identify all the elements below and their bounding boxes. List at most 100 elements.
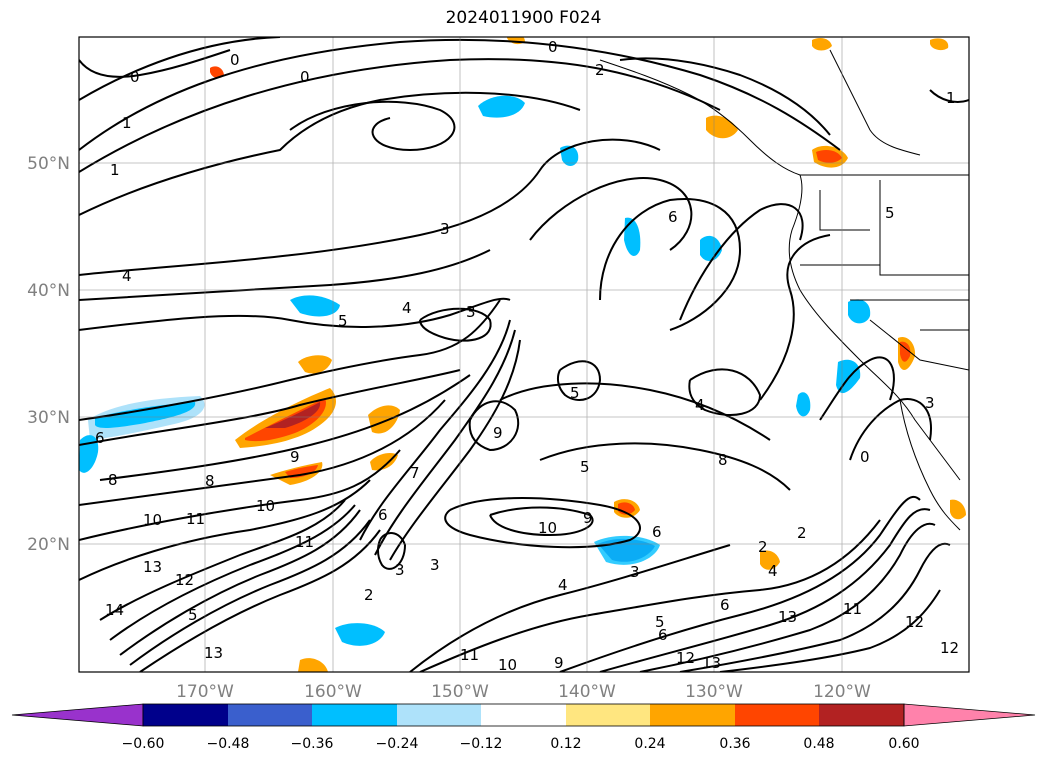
contour-label: 4 [402,299,412,317]
contour-line [79,249,491,301]
contour-label: 11 [186,510,205,528]
contour-label: 12 [905,613,924,631]
colorbar-tick: 0.24 [634,736,665,752]
contour-line [679,203,804,321]
contour-label: 6 [95,429,105,447]
lat-label: 50°N [27,154,70,174]
shade-patch [370,452,398,471]
contour-line [79,138,661,276]
contour-line [389,339,521,561]
contour-label: 13 [204,644,223,662]
lon-axis: 170°W 160°W 150°W 140°W 130°W 120°W [176,682,871,702]
contour-label: 2 [595,61,605,79]
contour-label: 4 [122,267,132,285]
contour-line [79,299,501,421]
coastline [800,264,969,276]
contour-line [599,508,931,672]
colorbar-segment [312,704,397,726]
contour-line [109,504,356,641]
shade-patch [624,217,641,256]
contour-label: 6 [720,596,730,614]
contour-label: 9 [554,654,564,672]
contour-label: 8 [718,451,728,469]
colorbar-segment [228,704,312,726]
colorbar-frame [142,703,905,727]
contour-line [79,38,841,151]
contour-label: 14 [105,601,124,619]
colorbar-segment [566,704,650,726]
colorbar-segment [397,704,481,726]
shade-patch [290,295,340,317]
shade-patch [265,402,321,428]
lat-label: 20°N [27,535,70,555]
coastline [869,319,969,371]
shade-patch [368,405,400,434]
contour-line [529,177,693,251]
contour-label: 9 [583,509,593,527]
shade-patch [298,355,332,374]
contour-label: 5 [338,312,348,330]
lon-label: 170°W [176,682,234,702]
coastline [599,59,969,176]
contour-line [139,529,381,672]
plot-area [79,37,969,672]
contour-line [79,479,371,581]
map-title: 2024011900 F024 [445,8,602,28]
contour-line [99,374,471,481]
contour-label: 3 [440,220,450,238]
colorbar-extend-high [903,703,1036,727]
contour-line [79,49,231,78]
contour-label: 6 [658,626,668,644]
colorbar-segment [650,704,735,726]
shade-patch [298,658,328,672]
contour-line [444,497,641,549]
contour-line [79,449,401,541]
colorbar-tick: 0.12 [550,736,581,752]
contour-label: 9 [493,424,503,442]
shade-patch [848,299,871,324]
contour-line [719,589,941,672]
contour-label: 11 [460,646,479,664]
lon-label: 120°W [813,682,871,702]
contour-label: 12 [676,649,695,667]
contour-label: 4 [695,396,705,414]
contour-line [819,356,895,421]
contour-line [539,442,791,491]
contour-line [374,329,516,556]
coastline [819,190,870,231]
lon-label: 140°W [558,682,616,702]
contour-line [929,89,969,103]
contour-label: 5 [655,613,665,631]
shade-patch [210,66,224,79]
contour-label: 8 [205,472,215,490]
shade-patch [478,95,525,118]
contour-line [79,91,581,216]
shade-patch [594,535,660,565]
contour-line [289,100,456,152]
colorbar-extend-low [11,703,144,727]
contour-line [599,198,742,331]
contour-line [679,542,951,672]
contour-label: 13 [702,654,721,672]
coastline [788,174,961,481]
contour-line [688,368,762,416]
contour-label: 6 [378,506,388,524]
gridlines [79,37,969,672]
colorbar-tick: −0.12 [460,736,503,752]
colorbar-segment [481,704,566,726]
contour-labels: 0 0 0 0 1 1 1 2 3 3 3 4 4 5 5 5 6 6 4 5 … [95,38,959,672]
lon-label: 130°W [685,682,743,702]
contour-line [409,544,731,672]
contour-label: 12 [175,571,194,589]
shade-patch [335,623,385,646]
contour-label: 10 [143,511,162,529]
contour-line [99,499,346,621]
contour-label: 12 [940,639,959,657]
contour-label: 1 [946,89,956,107]
contour-line [489,506,594,537]
contour-line [79,369,461,446]
lon-label: 150°W [431,682,489,702]
contour-line [79,399,446,506]
contour-label: 9 [290,448,300,466]
